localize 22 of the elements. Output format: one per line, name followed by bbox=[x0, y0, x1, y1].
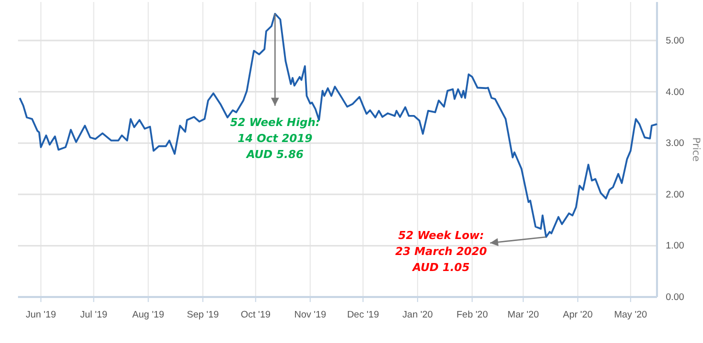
x-tick-label: Aug '19 bbox=[132, 309, 164, 320]
y-tick-label: 2.00 bbox=[666, 189, 684, 200]
x-tick-label: Jul '19 bbox=[80, 309, 108, 320]
y-tick-label: 0.00 bbox=[666, 292, 684, 304]
x-tick-label: Sep '19 bbox=[186, 309, 219, 320]
x-tick-label: Dec '19 bbox=[347, 309, 379, 320]
y-tick-label: 5.00 bbox=[666, 36, 684, 47]
x-tick-label: May '20 bbox=[614, 309, 648, 320]
annotation: 52 Week Low: 23 March 2020 AUD 1.05 bbox=[395, 228, 488, 274]
line-series bbox=[18, 12, 658, 238]
y-axis-title: Price bbox=[690, 137, 701, 162]
x-tick-label: Jan '20 bbox=[402, 309, 433, 320]
x-tick-label: Oct '19 bbox=[240, 309, 271, 320]
x-tick-label: Mar '20 bbox=[508, 309, 539, 320]
annotation: 52 Week High: 14 Oct 2019 AUD 5.86 bbox=[230, 116, 320, 161]
y-tick-label: 1.00 bbox=[666, 240, 684, 252]
y-tick-label: 4.00 bbox=[666, 86, 684, 98]
x-tick-label: Jun '19 bbox=[26, 309, 56, 320]
x-tick-label: Nov '19 bbox=[294, 309, 326, 320]
x-tick-label: Feb '20 bbox=[456, 309, 488, 320]
y-tick-label: 3.00 bbox=[666, 138, 684, 150]
x-tick-label: Apr '20 bbox=[562, 309, 593, 320]
